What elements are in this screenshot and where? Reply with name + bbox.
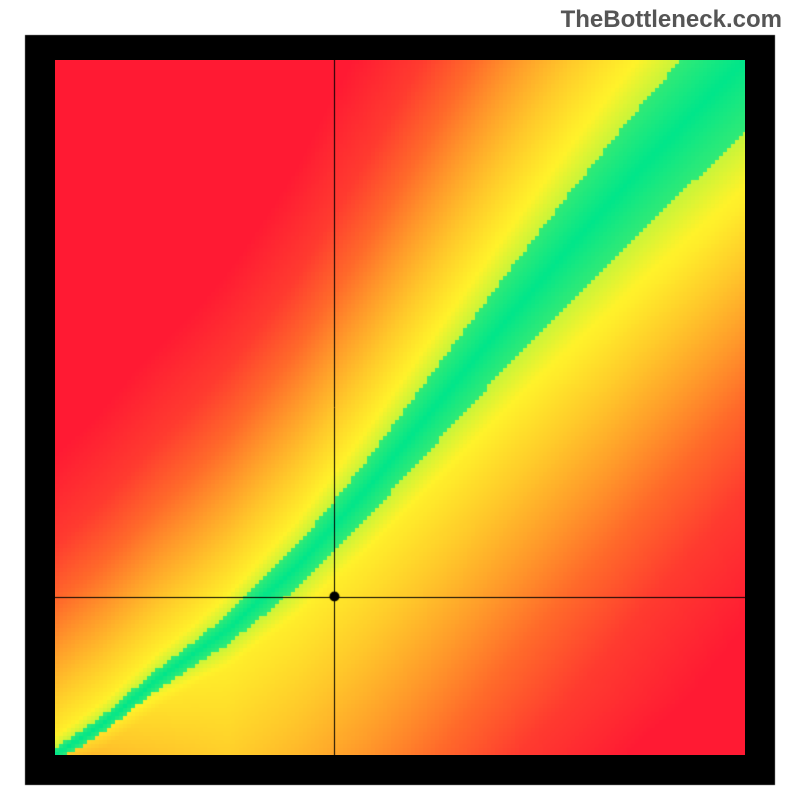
watermark-text: TheBottleneck.com	[561, 6, 782, 34]
chart-container: TheBottleneck.com	[0, 0, 800, 800]
crosshair-overlay	[55, 60, 745, 755]
